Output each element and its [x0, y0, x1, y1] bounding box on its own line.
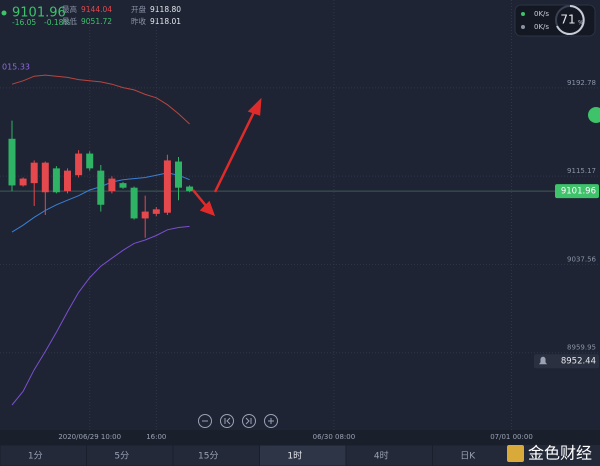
x-tick-label: 2020/06/29 10:00 — [58, 433, 121, 441]
stat-value: 9051.72 — [81, 17, 112, 26]
candle-body — [186, 186, 194, 192]
indicator-label: 015.33 — [2, 63, 30, 72]
alert-bell — [539, 356, 547, 365]
plot: 8959.95 9037.56 9115.17 9192.78 2020/06/29 1… — [0, 0, 599, 441]
stat-label: 昨收 — [131, 16, 146, 26]
timeframe-label[interactable]: 1时 — [287, 450, 302, 462]
candle-body — [97, 170, 105, 205]
zoom-in-icon — [268, 418, 274, 424]
side-badge — [588, 107, 600, 123]
band-line — [11, 225, 190, 406]
timeframe-label[interactable]: 15分 — [198, 451, 218, 462]
y-tick-label: 9115.17 — [567, 167, 596, 175]
timeframe-tab[interactable] — [0, 444, 87, 466]
candle-body — [75, 153, 83, 176]
timeframe-tab[interactable] — [86, 444, 174, 466]
logo-icon — [507, 445, 524, 462]
network-widget — [514, 4, 596, 37]
candle-body — [119, 183, 127, 188]
candle-body — [152, 209, 160, 214]
status-dot — [1, 10, 7, 16]
zoom-out[interactable] — [198, 414, 212, 428]
change-pct: -0.18% — [44, 18, 71, 27]
scroll-start[interactable] — [220, 414, 234, 428]
scroll-end[interactable] — [242, 414, 256, 428]
x-tick-label: 06/30 08:00 — [313, 433, 356, 441]
arrow-down-head — [199, 200, 216, 217]
band-line — [11, 74, 190, 125]
watermark: 金色财经 — [528, 444, 592, 463]
candle-body — [41, 162, 49, 193]
last-price: 9101.96 — [561, 187, 596, 197]
candle-body — [86, 153, 94, 169]
stat-value: 9144.04 — [81, 5, 112, 14]
stat-value: 9118.80 — [150, 5, 181, 14]
candle-body — [141, 211, 149, 219]
timeframe-label[interactable]: 5分 — [114, 451, 129, 462]
alert-price: 8952.44 — [561, 357, 596, 367]
candle-body — [130, 187, 138, 219]
stat-label: 最高 — [62, 4, 77, 14]
annotations — [192, 97, 262, 217]
stat-label: 最低 — [62, 16, 77, 26]
candle-body — [19, 178, 27, 186]
scroll-end-icon — [245, 417, 252, 425]
candle-body — [30, 162, 38, 184]
download: 0K/s — [534, 23, 549, 31]
stat-value: 9118.01 — [150, 17, 181, 26]
candle-body — [108, 178, 116, 192]
timeframe-label[interactable]: 4时 — [374, 450, 389, 462]
zoom-in[interactable] — [264, 414, 278, 428]
arrow-down — [192, 189, 208, 208]
scroll-start-icon — [224, 417, 231, 425]
arrow-up-head — [247, 97, 262, 116]
timeframe-tab[interactable] — [259, 444, 347, 466]
timeframe-tabs: 1分 5分 15分 1时 4时 日K — [0, 444, 520, 466]
up-icon — [521, 12, 525, 16]
timeframe-tab[interactable] — [345, 444, 433, 466]
timeframe-label[interactable]: 1分 — [28, 451, 43, 462]
change: -16.05 — [12, 18, 36, 27]
zoom-controls — [198, 414, 278, 428]
y-tick-label: 9037.56 — [567, 255, 596, 263]
price: 9101.96 — [12, 6, 66, 21]
candle-body — [175, 161, 182, 188]
x-tick-label: 07/01 00:00 — [490, 433, 533, 441]
upload: 0K/s — [534, 10, 549, 18]
candle-body — [64, 170, 71, 192]
x-tick-label: 16:00 — [146, 433, 166, 441]
y-tick-label: 8959.95 — [567, 344, 596, 352]
candle-body — [52, 168, 60, 193]
timeframe-label[interactable]: 日K — [460, 451, 476, 462]
down-icon — [521, 25, 525, 29]
alert-tag — [534, 354, 599, 369]
stats: 最高 9144.04 开盘 9118.80 最低 9051.72 昨收 9118.01 — [62, 4, 181, 26]
arrow-up — [213, 109, 257, 193]
candle-body — [8, 138, 16, 186]
stat-label: 开盘 — [131, 4, 146, 14]
usage: 71 — [560, 13, 575, 27]
candle-body — [163, 160, 171, 213]
usage-unit: % — [578, 20, 584, 27]
usage-arc — [556, 5, 585, 35]
timeframe-tab[interactable] — [432, 444, 520, 466]
time-axis-bar — [0, 430, 600, 445]
y-tick-label: 9192.78 — [567, 79, 596, 87]
last-price-tag — [555, 184, 599, 199]
